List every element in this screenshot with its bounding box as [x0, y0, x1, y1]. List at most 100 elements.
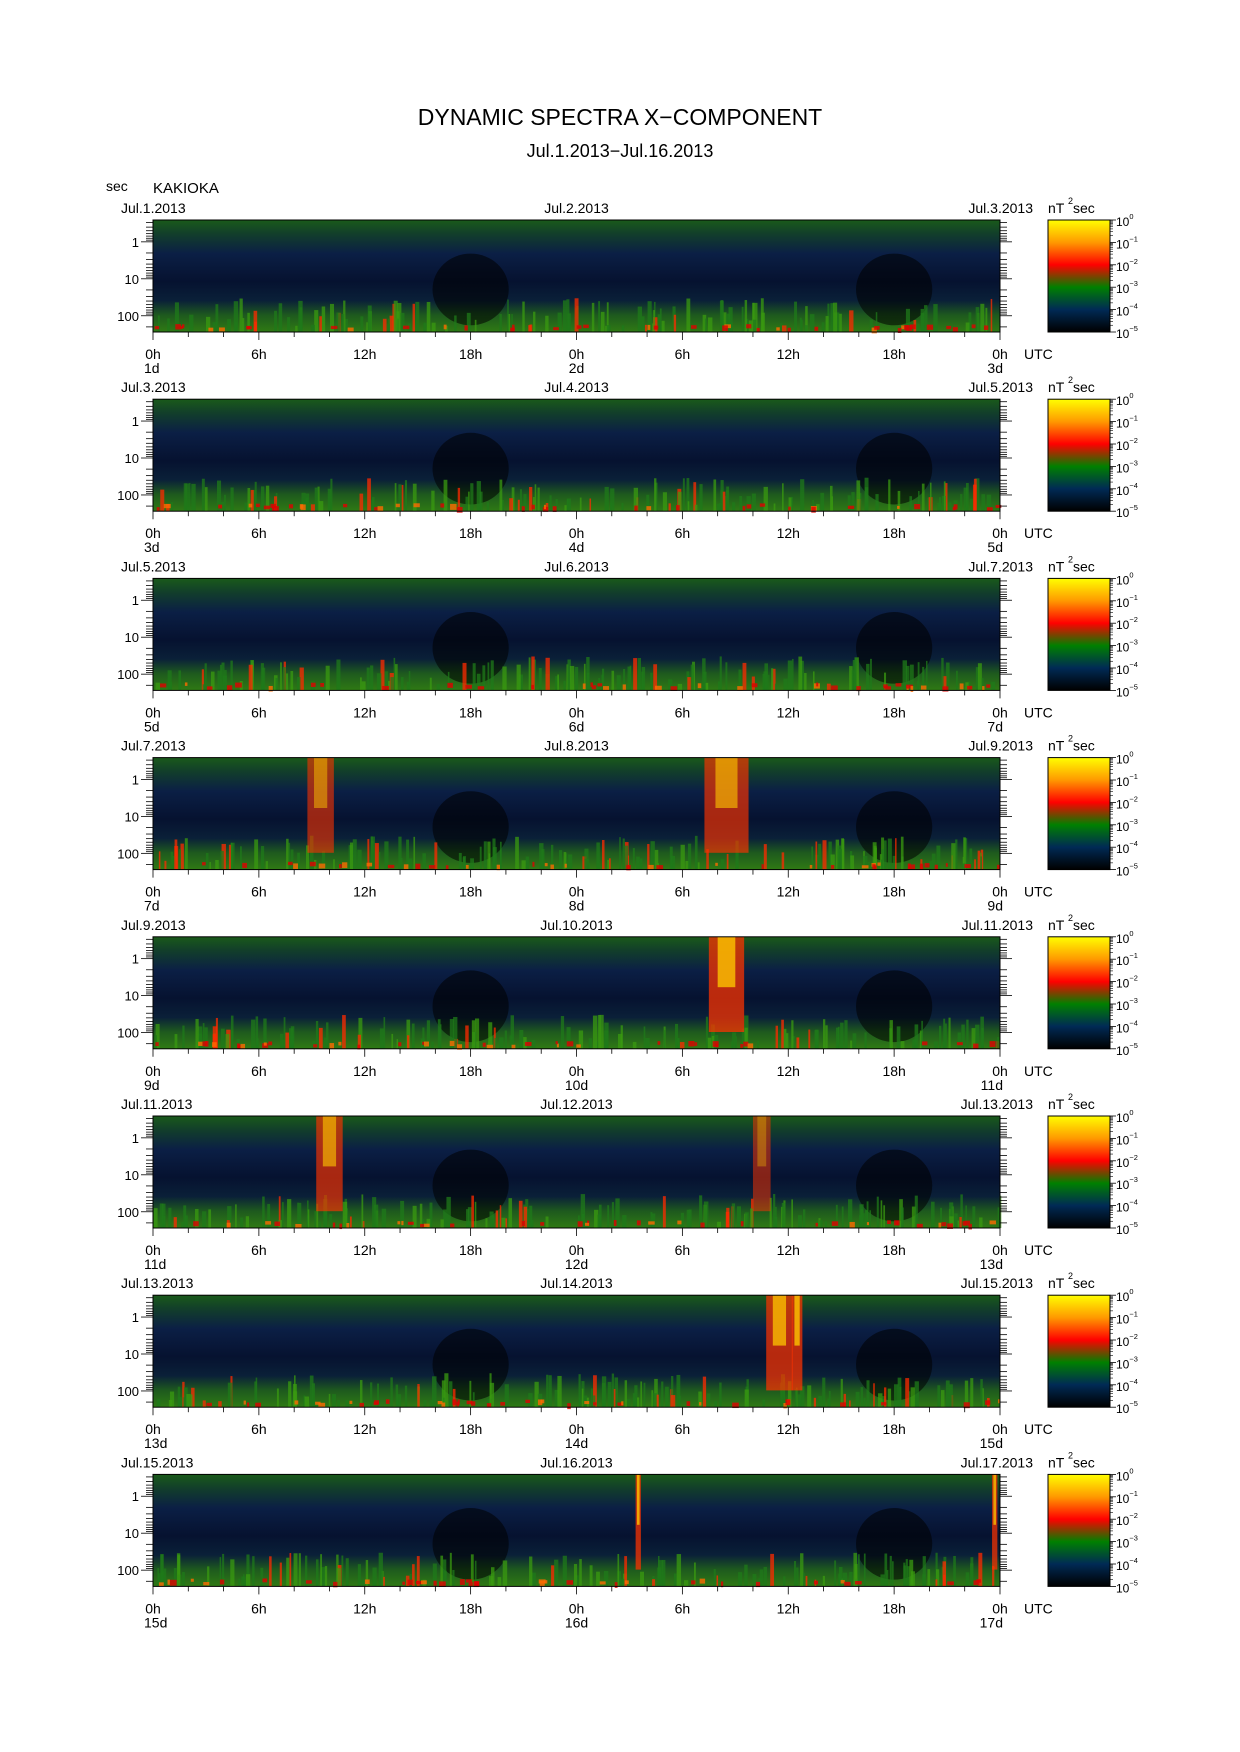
spectral-noise	[450, 503, 457, 510]
spectral-noise	[872, 864, 876, 870]
y-tick-label: 10	[125, 1526, 139, 1541]
spectral-noise	[866, 1222, 870, 1226]
spectral-noise	[343, 503, 348, 508]
spectral-noise	[403, 864, 409, 870]
spectral-noise	[248, 503, 253, 508]
spectral-noise	[840, 1378, 843, 1408]
spectral-noise	[357, 1034, 362, 1049]
day-label-left: 3d	[144, 539, 160, 555]
spectral-noise	[830, 854, 835, 870]
spectral-noise	[821, 322, 825, 332]
spectral-noise	[903, 1565, 907, 1587]
spectral-noise	[653, 325, 659, 330]
y-tick-label: 100	[117, 1563, 139, 1578]
spectral-event	[307, 757, 334, 853]
spectral-noise	[405, 483, 407, 512]
spectral-noise	[209, 861, 211, 870]
spectral-noise	[744, 1389, 749, 1408]
spectral-noise	[920, 313, 925, 332]
spectral-noise	[423, 1400, 427, 1408]
spectral-noise	[761, 312, 765, 332]
spectral-noise	[531, 504, 535, 510]
spectral-noise	[233, 301, 239, 332]
spectral-noise	[830, 865, 835, 869]
day-label-mid: 6d	[569, 718, 585, 734]
spectral-noise	[813, 1580, 819, 1585]
spectral-noise	[440, 1555, 444, 1587]
spectral-noise	[477, 686, 485, 690]
spectral-noise	[254, 321, 257, 332]
spectral-noise	[198, 1041, 203, 1046]
spectral-noise	[759, 503, 766, 507]
spectral-noise	[889, 1555, 892, 1587]
spectral-noise	[323, 1037, 328, 1049]
spectral-noise	[611, 1373, 615, 1408]
spectral-noise	[590, 1388, 593, 1408]
spectral-noise	[253, 310, 258, 332]
spectral-noise	[396, 1394, 402, 1408]
spectral-noise	[580, 1194, 586, 1228]
spectral-noise	[887, 838, 892, 870]
spectral-noise	[634, 505, 638, 512]
spectral-noise	[704, 318, 707, 332]
spectral-noise	[900, 836, 904, 870]
colorbar-gradient	[1047, 1294, 1111, 1408]
spectral-noise	[632, 1393, 635, 1408]
spectral-noise	[339, 864, 342, 869]
spectral-noise	[490, 660, 494, 691]
spectral-noise	[288, 842, 291, 870]
spectral-noise	[170, 851, 174, 870]
spectral-noise	[183, 1387, 188, 1408]
spectral-noise	[783, 678, 788, 691]
spectral-noise	[174, 846, 179, 870]
spectral-noise	[373, 1401, 379, 1406]
spectral-noise	[785, 1399, 791, 1406]
spectral-noise	[345, 1558, 349, 1587]
spectral-noise	[997, 864, 1001, 870]
spectral-noise	[834, 1560, 837, 1587]
spectral-noise	[866, 1380, 870, 1408]
spectral-noise	[699, 1195, 703, 1228]
spectral-noise	[822, 1575, 825, 1587]
date-label-left: Jul.7.2013	[121, 738, 186, 754]
spectral-noise	[668, 679, 673, 691]
spectral-noise	[965, 322, 970, 332]
spectral-noise	[675, 1023, 679, 1049]
spectral-noise	[566, 1580, 574, 1585]
spectral-noise	[707, 1037, 712, 1049]
spectral-noise	[180, 325, 184, 329]
spectral-noise	[566, 1027, 571, 1049]
spectral-noise	[181, 324, 185, 329]
spectral-noise	[897, 327, 902, 333]
spectral-noise	[407, 1221, 414, 1225]
event-body	[307, 757, 334, 853]
spectral-noise	[936, 1569, 940, 1587]
low-frequency-band	[157, 1552, 996, 1588]
spectral-noise	[578, 1030, 584, 1049]
spectral-noise	[485, 1218, 488, 1228]
spectral-noise	[436, 684, 440, 691]
spectral-noise	[763, 1566, 767, 1587]
spectral-noise	[652, 1579, 656, 1587]
spectral-noise	[402, 325, 410, 330]
spectral-noise	[404, 1385, 408, 1408]
page-title: DYNAMIC SPECTRA X−COMPONENT	[417, 104, 823, 130]
spectral-noise	[358, 1017, 363, 1049]
spectral-noise	[376, 673, 382, 691]
spectral-noise	[828, 841, 832, 870]
spectral-noise	[169, 1391, 175, 1408]
spectral-noise	[423, 322, 427, 332]
date-label-left: Jul.13.2013	[121, 1275, 194, 1291]
spectral-noise	[725, 313, 730, 332]
spectral-noise	[504, 1384, 509, 1408]
spectral-noise	[602, 840, 605, 870]
spectral-noise	[585, 1222, 590, 1226]
colorbar-label: 100	[1116, 1108, 1134, 1125]
spectral-noise	[654, 849, 659, 870]
x-tick-label: 0h	[569, 525, 585, 541]
spectral-noise	[858, 1554, 860, 1587]
spectral-noise	[617, 1402, 624, 1406]
colorbar-label: 10−3	[1116, 1354, 1138, 1371]
